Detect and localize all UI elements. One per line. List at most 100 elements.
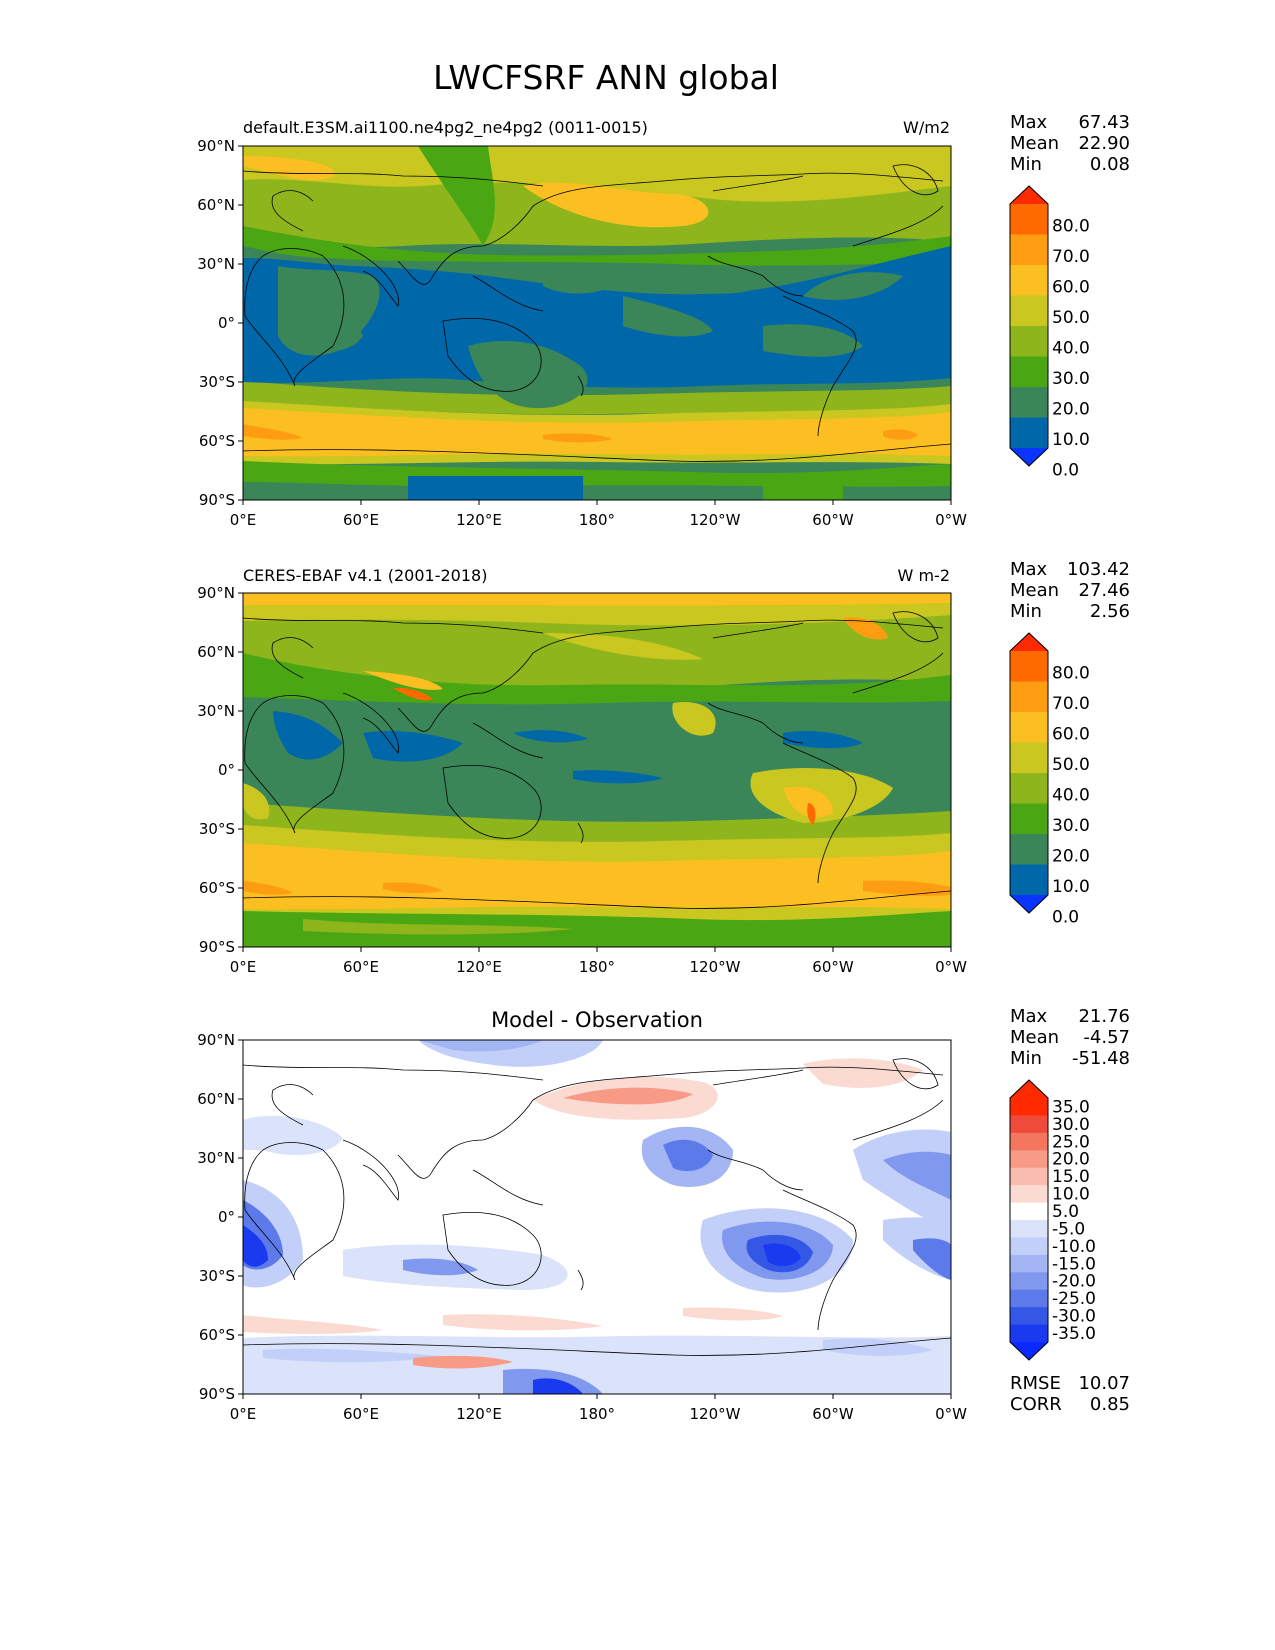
colorbar-segment xyxy=(1010,295,1048,327)
colorbar-segment xyxy=(1010,712,1048,743)
stat-mean-label: Mean xyxy=(1010,580,1059,601)
lon-tick-label: 60°E xyxy=(343,1405,379,1423)
figure-title: LWCFSRF ANN global xyxy=(433,58,779,97)
colorbar-segment xyxy=(1010,1167,1048,1186)
map-area xyxy=(242,1039,952,1395)
colorbar-tick-label: 60.0 xyxy=(1052,725,1090,745)
map-panel-model: default.E3SM.ai1100.ne4pg2_ne4pg2 (0011-… xyxy=(197,112,1130,529)
lon-tick-label: 120°W xyxy=(690,511,741,529)
lon-tick-label: 120°W xyxy=(690,1405,741,1423)
lat-tick-label: 60°N xyxy=(197,1090,235,1108)
lon-tick-label: 60°E xyxy=(343,511,379,529)
lat-tick-label: 30°S xyxy=(199,820,235,838)
colorbar: 35.030.025.020.015.010.05.0-5.0-10.0-15.… xyxy=(1009,1079,1096,1361)
stat-max-label: Max xyxy=(1010,1006,1048,1027)
colorbar-tick-label: 30.0 xyxy=(1052,369,1090,389)
colorbar: 80.0 70.0 60.0 50.0 40.0 30.0 20.0 10.0 0.0 xyxy=(1009,632,1090,928)
colorbar-segment xyxy=(1010,1185,1048,1204)
map-panel-obs: CERES-EBAF v4.1 (2001-2018) W m-2 90°N 60… xyxy=(197,559,1130,976)
lon-tick-label: 0°E xyxy=(230,958,257,976)
colorbar-segment xyxy=(1010,1220,1048,1238)
lat-tick-label: 60°N xyxy=(197,643,235,661)
map-area xyxy=(242,145,952,501)
lon-tick-label: 60°W xyxy=(812,958,854,976)
lat-tick-label: 90°S xyxy=(199,1385,235,1403)
colorbar-tick-label: 80.0 xyxy=(1052,664,1090,684)
colorbar: 80.0 70.0 60.0 50.0 40.0 30.0 20.0 10.0 0.0 xyxy=(1009,185,1090,481)
lon-tick-label: 60°E xyxy=(343,958,379,976)
lat-tick-label: 90°S xyxy=(199,491,235,509)
colorbar-tick-label: 30.0 xyxy=(1052,1115,1090,1135)
colorbar-tick-label: 0.0 xyxy=(1052,461,1079,481)
colorbar-tick-label: 35.0 xyxy=(1052,1097,1090,1117)
stat-max-value: 67.43 xyxy=(1078,112,1130,133)
colorbar-segment xyxy=(1010,1150,1048,1169)
colorbar-segment xyxy=(1010,651,1048,682)
colorbar-tick-label: 10.0 xyxy=(1052,430,1090,450)
colorbar-tick-label: -15.0 xyxy=(1052,1254,1096,1274)
colorbar-outline xyxy=(1009,632,1049,914)
metric-corr-label: CORR xyxy=(1010,1394,1062,1415)
colorbar-extend-min xyxy=(1010,1342,1048,1360)
colorbar-extend-max xyxy=(1010,1080,1048,1098)
colorbar-tick-label: 5.0 xyxy=(1052,1202,1079,1222)
lat-tick-label: 0° xyxy=(218,314,235,332)
colorbar-extend-min xyxy=(1010,895,1048,913)
lon-tick-label: 60°W xyxy=(812,511,854,529)
colorbar-tick-label: 40.0 xyxy=(1052,786,1090,806)
metric-corr-value: 0.85 xyxy=(1090,1394,1130,1415)
stat-min-value: -51.48 xyxy=(1072,1048,1130,1069)
lat-tick-label: 90°N xyxy=(197,1031,235,1049)
colorbar-tick-label: 10.0 xyxy=(1052,877,1090,897)
stat-mean-value: 27.46 xyxy=(1078,580,1130,601)
colorbar-tick-label: 50.0 xyxy=(1052,308,1090,328)
metric-rmse-value: 10.07 xyxy=(1078,1373,1130,1394)
colorbar-segment xyxy=(1010,803,1048,835)
colorbar-segment xyxy=(1010,1202,1048,1221)
colorbar-segment xyxy=(1010,417,1048,449)
colorbar-outline xyxy=(1009,185,1049,467)
stat-mean-label: Mean xyxy=(1010,1027,1059,1048)
stat-max-value: 103.42 xyxy=(1067,559,1130,580)
colorbar-tick-label: 70.0 xyxy=(1052,247,1090,267)
colorbar-segment xyxy=(1010,234,1048,266)
colorbar-tick-label: -10.0 xyxy=(1052,1237,1096,1257)
lat-tick-label: 60°S xyxy=(199,1326,235,1344)
panel-center-title: Model - Observation xyxy=(491,1008,703,1032)
colorbar-tick-label: -5.0 xyxy=(1052,1219,1085,1239)
lon-tick-label: 0°W xyxy=(935,1405,967,1423)
lon-tick-label: 180° xyxy=(579,1405,615,1423)
stat-min-value: 0.08 xyxy=(1090,154,1130,175)
stat-min-label: Min xyxy=(1010,154,1042,175)
colorbar-tick-label: 20.0 xyxy=(1052,1150,1090,1170)
lat-tick-label: 30°N xyxy=(197,702,235,720)
panel-units: W/m2 xyxy=(903,118,950,137)
colorbar-outline xyxy=(1009,1079,1049,1361)
colorbar-segment xyxy=(1010,1289,1048,1308)
lat-axis: 90°N 60°N 30°N 0° 30°S 60°S 90°S xyxy=(197,137,243,509)
colorbar-tick-label: 15.0 xyxy=(1052,1167,1090,1187)
colorbar-tick-label: 0.0 xyxy=(1052,908,1079,928)
colorbar-tick-label: -25.0 xyxy=(1052,1289,1096,1309)
colorbar-tick-label: 20.0 xyxy=(1052,847,1090,867)
colorbar-segment xyxy=(1010,1115,1048,1134)
panel-units: W m-2 xyxy=(898,566,950,585)
colorbar-segment xyxy=(1010,681,1048,713)
colorbar-extend-max xyxy=(1010,633,1048,651)
metric-rmse-label: RMSE xyxy=(1010,1373,1061,1394)
lon-tick-label: 120°E xyxy=(456,958,502,976)
stat-min-value: 2.56 xyxy=(1090,601,1130,622)
colorbar-segment xyxy=(1010,773,1048,804)
stats-box: Max 103.42 Mean 27.46 Min 2.56 xyxy=(1010,559,1130,622)
lon-tick-label: 120°E xyxy=(456,511,502,529)
colorbar-extend-max xyxy=(1010,186,1048,204)
colorbar-tick-label: 80.0 xyxy=(1052,217,1090,237)
metrics-box: RMSE 10.07 CORR 0.85 xyxy=(1010,1373,1130,1415)
stat-mean-value: 22.90 xyxy=(1078,133,1130,154)
colorbar-tick-label: 60.0 xyxy=(1052,278,1090,298)
colorbar-segment xyxy=(1010,834,1048,865)
stat-min-label: Min xyxy=(1010,601,1042,622)
map-panel-diff: Model - Observation 90°N 60°N 30°N 0° 30°S 60… xyxy=(197,1006,1130,1423)
lat-tick-label: 30°N xyxy=(197,255,235,273)
